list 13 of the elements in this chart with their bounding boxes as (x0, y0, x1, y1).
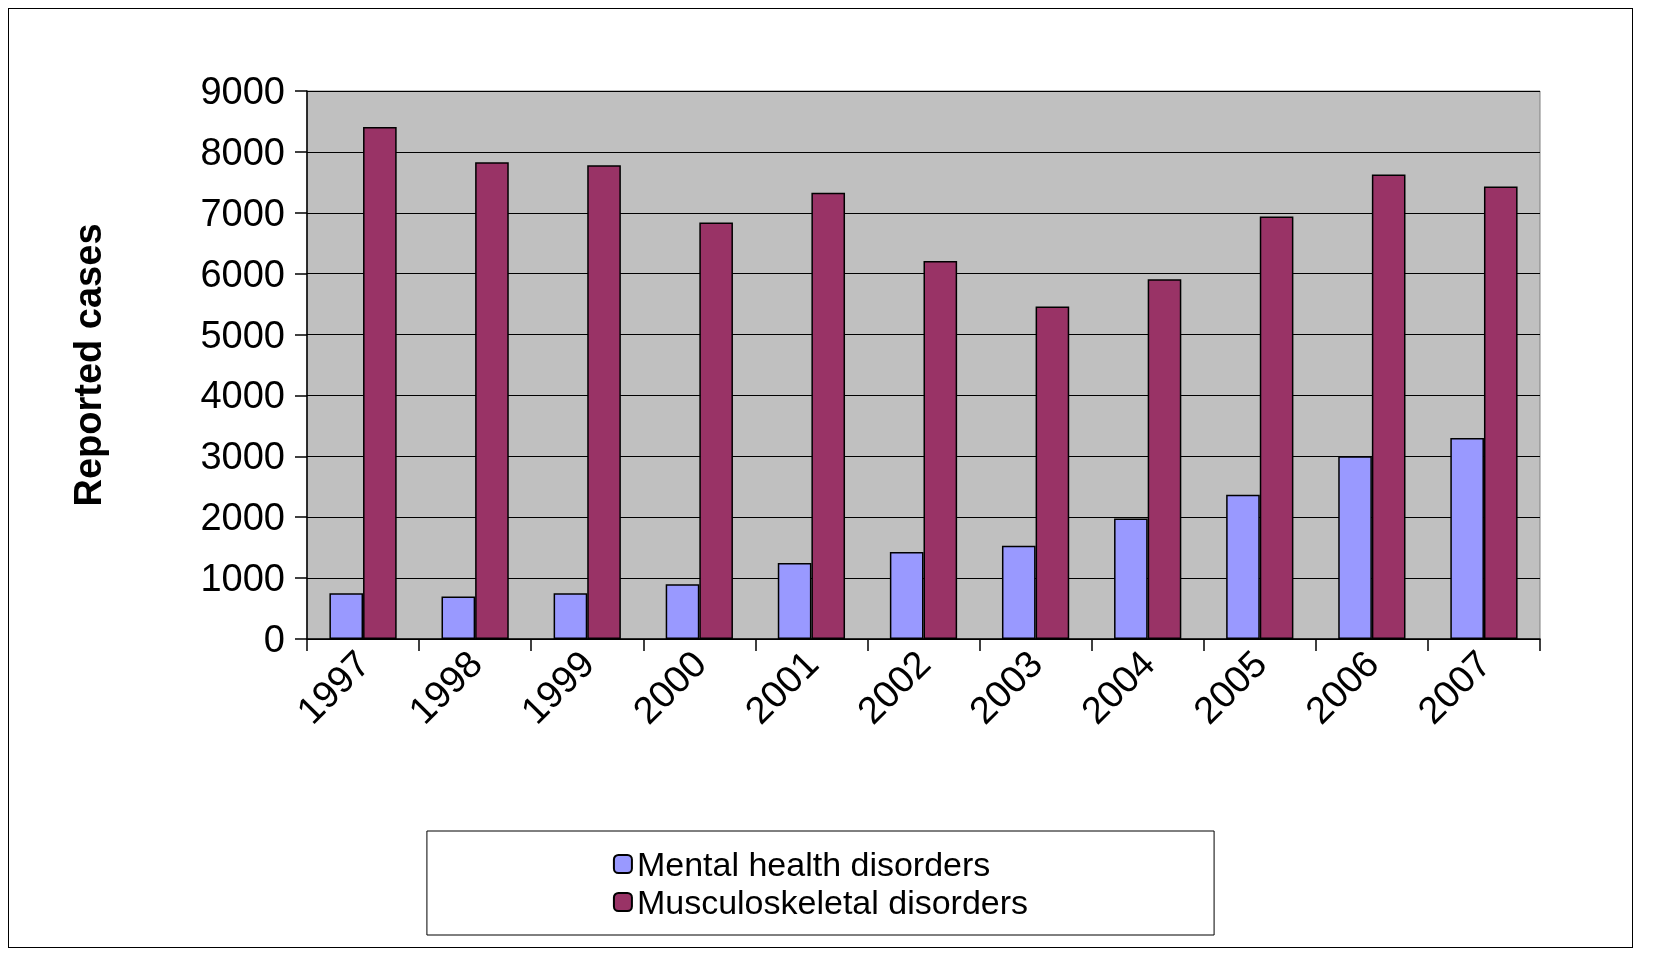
y-tick-label: 8000 (200, 130, 285, 173)
y-tick-label: 3000 (200, 435, 285, 478)
y-tick-label: 6000 (200, 252, 285, 295)
legend-label: Musculoskeletal disorders (636, 883, 1029, 921)
y-tick-label: 9000 (200, 70, 285, 112)
y-tick-label: 1000 (200, 557, 285, 600)
y-tick-label: 5000 (200, 313, 285, 356)
y-axis-title: Reported cases (67, 223, 109, 507)
y-tick-label: 2000 (200, 496, 285, 539)
y-tick-label: 7000 (200, 191, 285, 234)
y-tick-label: 0 (263, 618, 285, 660)
legend-label: Mental health disorders (636, 845, 991, 883)
y-tick-label: 4000 (200, 374, 285, 417)
